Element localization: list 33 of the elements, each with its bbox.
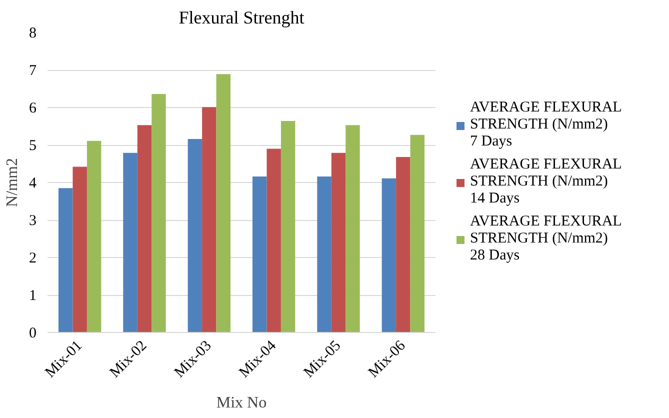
y-tick-label: 1 bbox=[29, 288, 36, 304]
bar bbox=[280, 121, 296, 332]
y-tick-label: 3 bbox=[29, 213, 36, 229]
bar bbox=[346, 125, 360, 332]
legend-label: AVERAGE FLEXURAL STRENGTH (N/mm2) 14 Days bbox=[470, 156, 622, 208]
y-tick-label: 0 bbox=[29, 326, 36, 342]
bar bbox=[382, 178, 396, 332]
bar bbox=[266, 148, 281, 332]
bar bbox=[188, 139, 202, 332]
bar bbox=[252, 176, 267, 332]
y-axis-title: N/mm2 bbox=[4, 158, 21, 207]
bar bbox=[123, 152, 138, 332]
bar bbox=[202, 107, 216, 332]
bar bbox=[317, 176, 332, 332]
y-tick-label: 7 bbox=[29, 63, 37, 79]
bar bbox=[216, 74, 231, 332]
legend-label: AVERAGE FLEXURAL STRENGTH (N/mm2) 7 Days bbox=[470, 100, 622, 150]
y-tick-label: 8 bbox=[29, 26, 36, 42]
y-tick-label: 4 bbox=[29, 176, 37, 192]
bar bbox=[58, 188, 73, 332]
bar bbox=[331, 152, 346, 332]
bar bbox=[72, 166, 87, 332]
bar bbox=[152, 94, 166, 332]
x-axis-title: Mix No bbox=[216, 394, 267, 412]
y-tick-label: 6 bbox=[29, 100, 37, 116]
y-tick-label: 2 bbox=[29, 250, 36, 266]
bar bbox=[86, 140, 102, 332]
y-tick-label: 5 bbox=[29, 138, 36, 154]
legend-label: AVERAGE FLEXURAL STRENGTH (N/mm2) 28 Days bbox=[470, 214, 622, 264]
bar bbox=[137, 125, 152, 332]
bar bbox=[410, 134, 425, 332]
bar bbox=[396, 157, 410, 332]
chart-title: Flexural Strenght bbox=[178, 8, 304, 28]
